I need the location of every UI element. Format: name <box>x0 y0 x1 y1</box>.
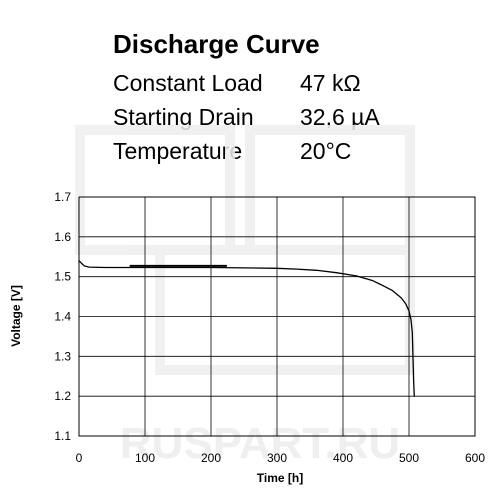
y-axis-label: Voltage [V] <box>9 285 23 347</box>
y-tick-label: 1.6 <box>54 230 71 244</box>
watermark-text: RUSPART.RU <box>120 419 400 468</box>
watermark-shape <box>75 125 235 255</box>
y-tick-label: 1.4 <box>54 310 71 324</box>
x-tick-labels: 0 100 200 300 400 500 600 <box>76 451 486 465</box>
y-tick-label: 1.2 <box>54 389 71 403</box>
x-tick-label: 400 <box>333 451 353 465</box>
y-tick-label: 1.3 <box>54 349 71 363</box>
param-label-constant-load: Constant Load <box>113 70 263 96</box>
y-tick-labels: 1.1 1.2 1.3 1.4 1.5 1.6 1.7 <box>54 190 71 443</box>
param-label-temperature: Temperature <box>113 138 243 164</box>
y-tick-label: 1.1 <box>54 429 71 443</box>
x-tick-label: 200 <box>201 451 221 465</box>
watermark-shape <box>245 125 415 255</box>
chart-title: Discharge Curve <box>113 29 320 59</box>
chart-grid <box>78 196 476 437</box>
chart-series <box>78 260 415 397</box>
x-axis-label: Time [h] <box>257 471 303 485</box>
param-value-temperature: 20°C <box>300 138 352 164</box>
y-tick-label: 1.5 <box>54 270 71 284</box>
x-tick-label: 300 <box>267 451 287 465</box>
x-tick-label: 100 <box>135 451 155 465</box>
param-label-starting-drain: Starting Drain <box>113 104 254 130</box>
watermark <box>75 125 415 375</box>
param-value-starting-drain: 32,6 µA <box>300 104 380 130</box>
plot-frame <box>78 196 476 437</box>
discharge-curve-line <box>78 260 415 397</box>
x-tick-label: 0 <box>76 451 83 465</box>
param-value-constant-load: 47 kΩ <box>300 70 361 96</box>
x-tick-label: 600 <box>465 451 485 465</box>
y-tick-label: 1.7 <box>54 190 71 204</box>
x-tick-label: 500 <box>399 451 419 465</box>
watermark-shape <box>155 245 415 375</box>
